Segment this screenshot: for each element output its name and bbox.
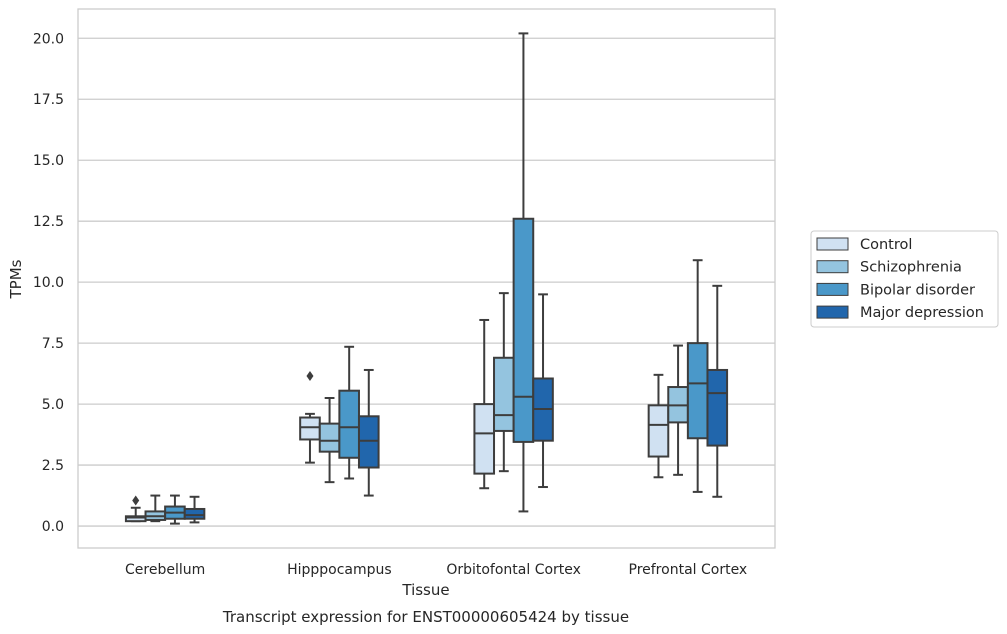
x-axis-label: Tissue (401, 581, 449, 599)
y-tick-label: 2.5 (42, 458, 64, 474)
x-axis-ticks: Cerebellum Hipppocampus Orbitofontal Corte… (125, 562, 747, 578)
box-body (706, 368, 729, 447)
legend-items: Control Schizophrenia Bipolar disorder Majo… (816, 237, 984, 321)
x-tick-label: Cerebellum (125, 562, 205, 578)
box-mark (124, 495, 147, 523)
y-tick-label: 5.0 (42, 397, 64, 413)
x-tick-label: Prefrontal Cortex (629, 562, 748, 578)
y-tick-label: 7.5 (42, 336, 64, 352)
outlier-point (306, 371, 314, 382)
legend-item: Control (816, 237, 912, 253)
y-axis-label: TPMs (7, 259, 25, 299)
x-tick-label: Orbitofontal Cortex (446, 562, 581, 578)
box-mark (706, 284, 729, 498)
box-series-layer (124, 32, 729, 525)
box-mark (299, 371, 321, 464)
chart-caption: Transcript expression for ENST0000060542… (222, 608, 629, 626)
box-mark (357, 368, 380, 497)
box-body (299, 416, 321, 441)
box-mark (686, 259, 709, 493)
legend-label: Schizophrenia (860, 260, 962, 276)
box-body (338, 389, 360, 459)
box-mark (183, 495, 206, 524)
box-body (686, 342, 709, 440)
series-bipolar-disorder (164, 32, 709, 525)
legend-swatch (816, 260, 849, 274)
box-body (493, 356, 515, 432)
box-body (183, 507, 206, 520)
box-mark (473, 318, 496, 490)
box-mark (338, 345, 360, 480)
legend-label: Control (860, 237, 912, 253)
box-body (357, 415, 380, 469)
box-mark (532, 293, 554, 489)
series-schizophrenia (144, 292, 689, 523)
y-tick-label: 0.0 (42, 519, 64, 535)
box-mark (493, 292, 515, 473)
series-control (124, 318, 670, 523)
outlier-point (132, 495, 140, 506)
x-tick-label: Hipppocampus (287, 562, 392, 578)
legend-item: Major depression (816, 305, 984, 321)
box-mark (318, 397, 341, 484)
box-mark (647, 373, 670, 479)
box-mark (164, 494, 186, 525)
y-tick-label: 15.0 (33, 153, 64, 169)
y-tick-label: 12.5 (33, 214, 64, 230)
legend-swatch (816, 237, 849, 251)
box-body (512, 217, 535, 443)
box-body (473, 403, 496, 475)
plot-area-frame (77, 8, 776, 549)
box-body (318, 422, 341, 453)
legend-frame (810, 230, 999, 328)
y-tick-label: 17.5 (33, 92, 64, 108)
y-tick-label: 10.0 (33, 275, 64, 291)
grid-lines (78, 37, 775, 527)
box-body (647, 404, 670, 458)
legend-swatch (816, 305, 849, 319)
box-mark (512, 32, 535, 513)
legend-item: Schizophrenia (816, 260, 962, 276)
box-mark (144, 494, 167, 523)
legend-label: Major depression (860, 305, 984, 321)
series-major-depression (183, 284, 729, 524)
y-axis-ticks: 0.0 2.5 5.0 7.5 10.0 12.5 15.0 17.5 20.0 (33, 31, 64, 535)
legend-label: Bipolar disorder (860, 282, 975, 298)
legend-item: Bipolar disorder (816, 282, 975, 298)
legend-swatch (816, 282, 849, 296)
legend: Control Schizophrenia Bipolar disorder Majo… (810, 230, 999, 328)
y-tick-label: 20.0 (33, 31, 64, 47)
box-mark (667, 344, 689, 476)
